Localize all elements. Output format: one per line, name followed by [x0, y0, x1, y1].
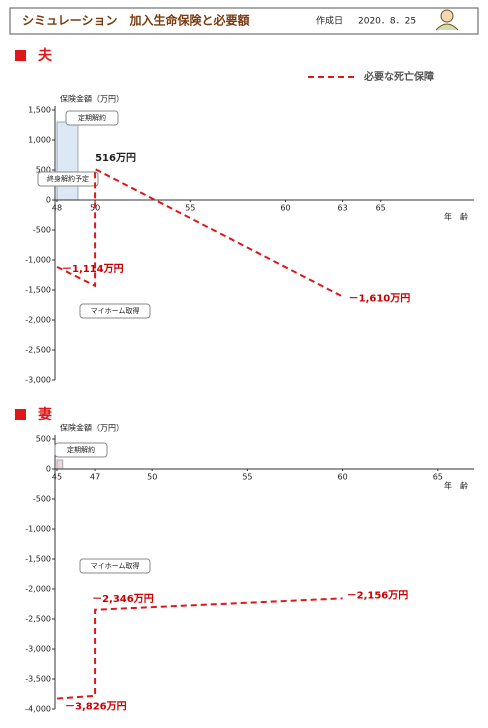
x-axis-label: 年 齢	[444, 212, 468, 222]
icon	[435, 9, 459, 31]
header-box	[9, 7, 479, 35]
y-tick-label: 500	[36, 166, 51, 175]
x-tick-label: 65	[433, 473, 443, 482]
y-tick-label: -2,500	[25, 346, 51, 355]
value-label: 516万円	[95, 152, 136, 164]
x-axis-label: 年 齢	[444, 481, 468, 491]
callout-text: マイホーム取得	[91, 306, 140, 315]
section-marker	[15, 409, 26, 420]
x-tick-label: 65	[376, 204, 386, 213]
value-label: －2,346万円	[92, 593, 154, 605]
coverage-bar	[56, 459, 64, 470]
y-tick-label: -1,000	[25, 525, 51, 534]
callout-text: マイホーム取得	[91, 561, 140, 570]
legend-label: 必要な死亡保障	[363, 70, 434, 83]
y-tick-label: -2,000	[25, 316, 51, 325]
x-tick-label: 47	[90, 473, 100, 482]
section-title: 妻	[38, 406, 52, 423]
section-title: 夫	[38, 47, 53, 64]
x-tick-label: 45	[52, 473, 62, 482]
callout	[65, 110, 119, 126]
need-line	[56, 167, 344, 298]
y-tick-label: -2,500	[25, 615, 51, 624]
callout	[37, 171, 99, 187]
x-tick-label: 55	[185, 204, 195, 213]
y-tick-label: 0	[46, 196, 51, 205]
y-tick-label: 500	[36, 435, 51, 444]
callout-text: 定期解約	[67, 445, 95, 454]
value-label: －1,114万円	[62, 263, 124, 275]
y-tick-label: -1,000	[25, 256, 51, 265]
x-tick-label: 50	[147, 473, 157, 482]
y-tick-label: 1,000	[28, 136, 51, 145]
section-marker	[15, 50, 26, 61]
date: 2020．8．25	[358, 17, 416, 27]
y-axis-label: 保険金額（万円）	[60, 94, 124, 104]
need-line	[56, 597, 343, 700]
y-tick-label: -2,000	[25, 585, 51, 594]
callout	[79, 303, 151, 319]
x-tick-label: 60	[280, 204, 290, 213]
y-tick-label: -4,000	[25, 705, 51, 714]
y-tick-label: 0	[46, 465, 51, 474]
x-tick-label: 63	[338, 204, 348, 213]
y-tick-label: -3,000	[25, 645, 51, 654]
y-tick-label: -500	[33, 226, 51, 235]
callout	[54, 442, 108, 458]
y-axis-label: 保険金額（万円）	[60, 423, 124, 433]
y-tick-label: -3,000	[25, 376, 51, 385]
value-label: －2,156万円	[347, 589, 409, 601]
y-tick-label: -500	[33, 495, 51, 504]
callout-text: 終身解約予定	[47, 174, 89, 183]
header-title: シミュレーション 加入生命保険と必要額	[22, 13, 250, 28]
value-label: －1,610万円	[349, 293, 411, 305]
x-tick-label: 60	[338, 473, 348, 482]
y-tick-label: -1,500	[25, 555, 51, 564]
callout	[79, 558, 151, 574]
x-tick-label: 55	[242, 473, 252, 482]
y-tick-label: -3,500	[25, 675, 51, 684]
callout-text: 定期解約	[78, 113, 106, 122]
date-label: 作成日	[316, 15, 343, 27]
x-tick-label: 48	[52, 204, 62, 213]
coverage-bar	[56, 121, 79, 201]
y-tick-label: -1,500	[25, 286, 51, 295]
value-label: －3,826万円	[65, 701, 127, 713]
y-tick-label: 1,500	[28, 106, 51, 115]
